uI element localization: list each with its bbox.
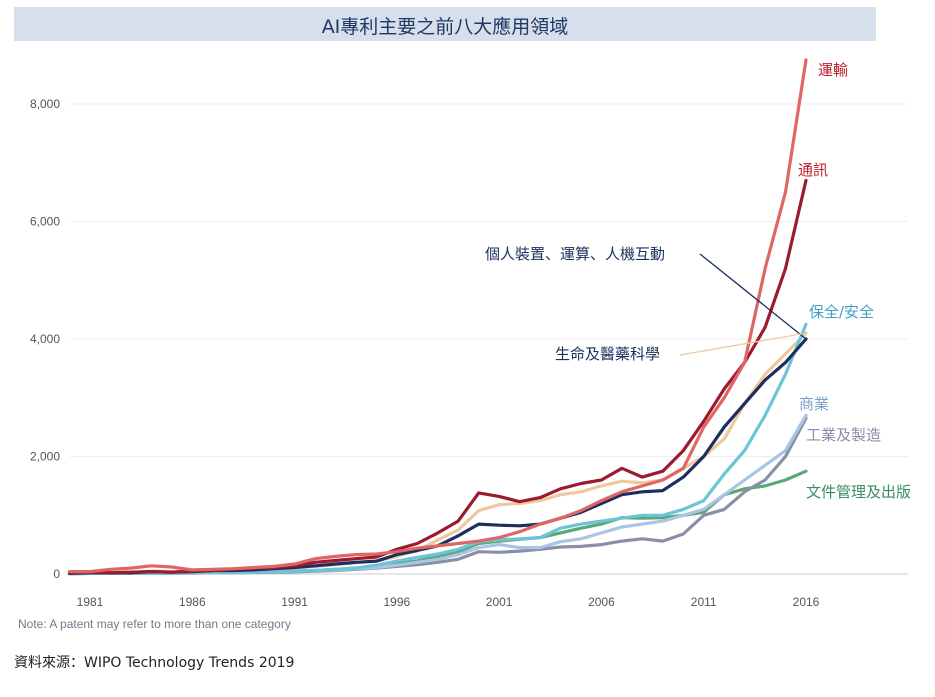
chart-note: Note: A patent may refer to more than on… [18,617,291,631]
series-label: 文件管理及出版 [806,483,911,501]
series-line [67,58,808,574]
y-tick-label: 0 [53,567,60,581]
source-text: 資料來源：WIPO Technology Trends 2019 [14,655,295,671]
y-tick-label: 6,000 [30,215,60,229]
series-label: 運輸 [818,61,848,79]
series-label: 工業及製造 [806,426,881,444]
x-tick-label: 2006 [588,595,615,609]
x-tick-label: 1981 [77,595,104,609]
y-tick-label: 4,000 [30,332,60,346]
series-label: 商業 [799,395,829,413]
series-line [67,322,808,576]
series-line [67,413,808,576]
leader-line [679,332,807,356]
series-label: 保全/安全 [809,303,874,321]
leader-line [699,253,807,340]
y-tick-label: 2,000 [30,450,60,464]
x-tick-label: 1986 [179,595,206,609]
series-label: 生命及醫藥科學 [555,345,660,363]
title-banner: AI專利主要之前八大應用領域 [14,7,876,41]
x-tick-label: 1996 [384,595,411,609]
x-tick-label: 2016 [793,595,820,609]
series-label: 個人裝置、運算、人機互動 [485,245,665,263]
series-line [67,331,808,576]
series-label: 通訊 [798,161,828,179]
chart-title: AI專利主要之前八大應用領域 [321,16,569,38]
x-tick-label: 1991 [281,595,308,609]
x-tick-label: 2011 [691,595,717,609]
x-tick-label: 2001 [486,595,513,609]
y-tick-label: 8,000 [30,97,60,111]
